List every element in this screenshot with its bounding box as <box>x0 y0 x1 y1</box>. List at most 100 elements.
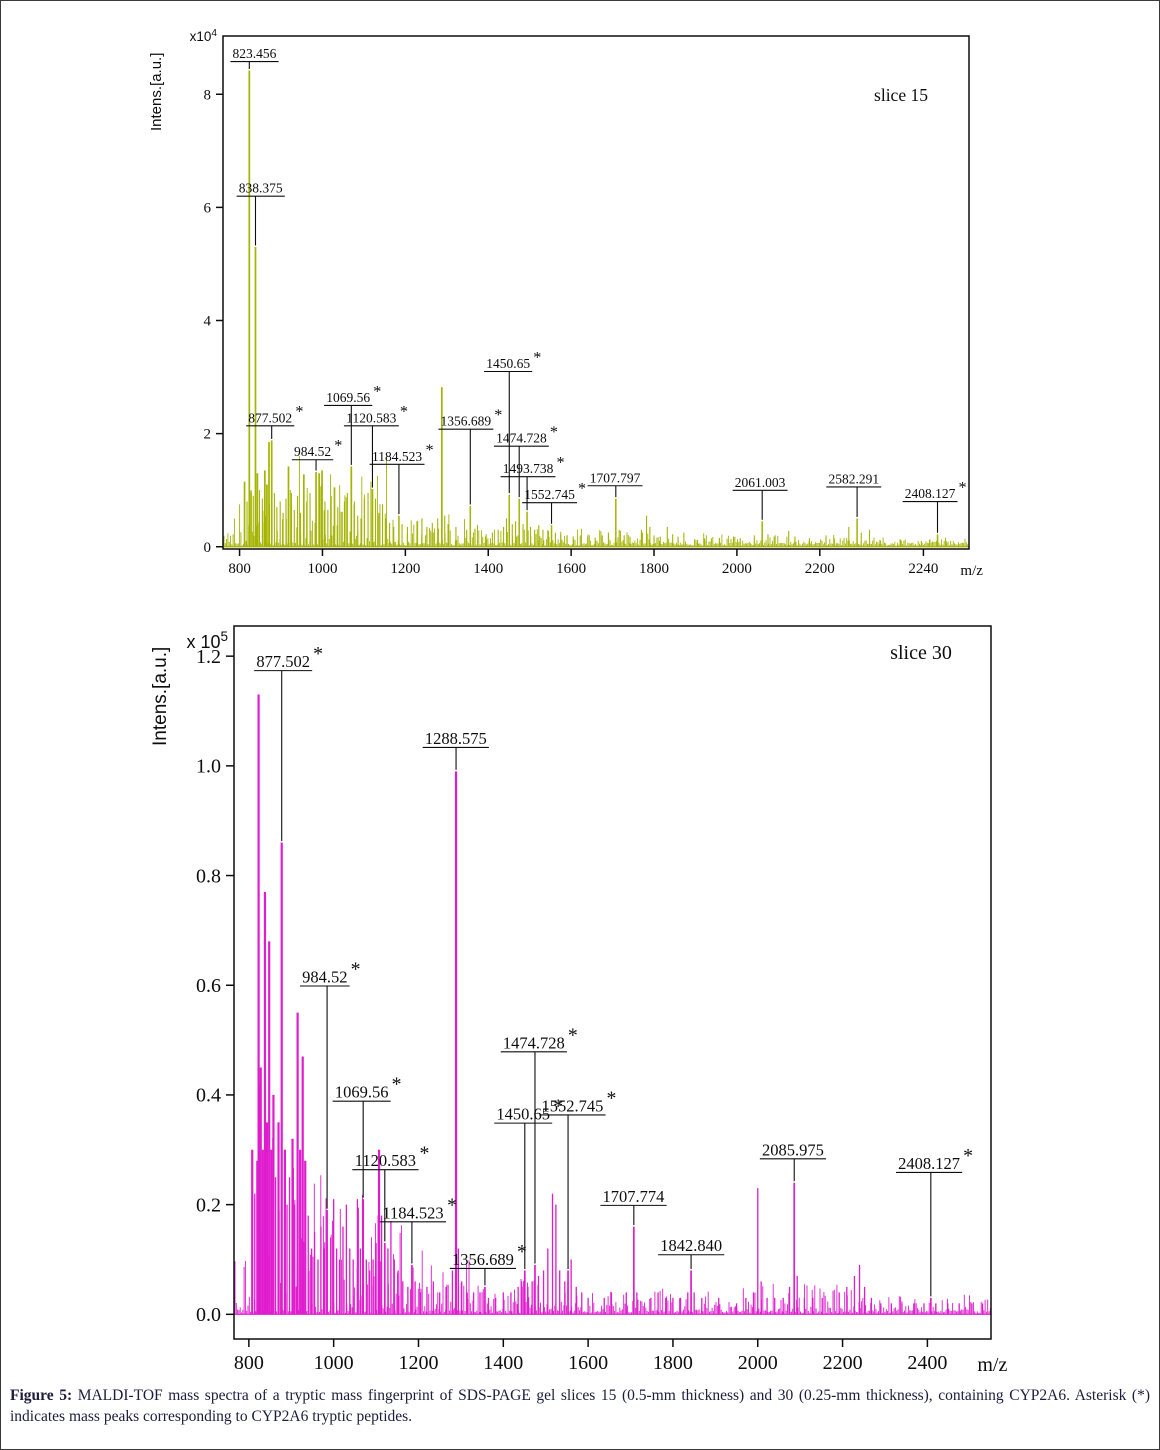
peak-annotation: 1474.728 * <box>493 423 558 498</box>
peak-annotation: 1450.65 * <box>484 348 541 494</box>
y-tick-label: 0 <box>204 540 212 556</box>
x-axis-label: m/z <box>977 1354 1007 1376</box>
peak-annotation: 2061.003 <box>732 475 788 520</box>
cyp2a6-peptide-asterisk: * <box>295 403 303 421</box>
y-axis-label: Intens.[a.u.] <box>148 53 165 131</box>
y-tick-label: 4 <box>204 314 212 330</box>
x-tick-label: 800 <box>228 561 251 577</box>
cyp2a6-peptide-asterisk: * <box>607 1087 617 1109</box>
peak-label: 984.52 <box>294 444 331 459</box>
peak-annotation: 877.502 * <box>246 403 303 439</box>
peak-label: 2061.003 <box>735 475 786 490</box>
peak-annotation: 877.502 * <box>254 643 323 842</box>
cyp2a6-peptide-asterisk: * <box>313 643 323 665</box>
peak-label: 1120.583 <box>355 1151 416 1170</box>
y-tick-label: 0.8 <box>196 865 221 887</box>
peak-label: 2408.127 <box>905 486 956 501</box>
x-axis: 800 1000 1200 1400 1600 1800 2000 2200 2400 m/z <box>234 1339 1007 1376</box>
peak-label: 2085.975 <box>762 1140 824 1159</box>
x-tick-label: 1600 <box>556 561 586 577</box>
peak-label: 838.375 <box>239 181 283 196</box>
peak-annotation: 1184.523 * <box>369 441 434 515</box>
peak-annotation: 1120.583 * <box>343 403 408 488</box>
figure-caption-text: MALDI-TOF mass spectra of a tryptic mass… <box>10 1387 1151 1426</box>
y-tick-label: 6 <box>204 200 212 216</box>
peak-annotation: 1474.728 * <box>500 1024 578 1264</box>
cyp2a6-peptide-asterisk: * <box>568 1024 578 1046</box>
peak-label: 823.456 <box>233 46 277 61</box>
y-tick-label: 1.0 <box>196 756 221 778</box>
peak-annotation: 2085.975 <box>759 1140 827 1182</box>
y-tick-label: 2 <box>204 427 212 443</box>
peak-annotation: 1493.738 * <box>500 454 565 511</box>
peak-annotation: 984.52 * <box>291 437 342 471</box>
peak-annotation: 823.456 <box>230 46 279 70</box>
peak-annotation: 1842.840 <box>658 1236 725 1269</box>
x-tick-label: 2000 <box>722 561 752 577</box>
spectrum-slice-30: 800 1000 1200 1400 1600 1800 2000 2200 2400 m/z 0.… <box>150 625 1007 1376</box>
x-tick-label: 1400 <box>483 1352 523 1374</box>
peak-annotation: 1069.56 * <box>332 1074 402 1198</box>
x-tick-label: 2200 <box>823 1352 863 1374</box>
x-tick-label: 1600 <box>568 1352 608 1374</box>
peak-annotation: 1356.689 * <box>438 406 502 505</box>
peak-label: 1450.65 <box>496 1105 550 1124</box>
x-tick-label: 1000 <box>307 561 337 577</box>
minor-peaks <box>251 694 984 1315</box>
x-tick-label: 2000 <box>738 1352 778 1374</box>
cyp2a6-peptide-asterisk: * <box>426 441 434 459</box>
cyp2a6-peptide-asterisk: * <box>556 454 564 472</box>
peak-annotation: 838.375 <box>236 181 285 246</box>
peak-annotation: 984.52 * <box>299 959 360 1209</box>
figure-caption-label: Figure 5: <box>10 1387 73 1404</box>
peak-annotation: 2408.127 * <box>902 478 967 533</box>
cyp2a6-peptide-asterisk: * <box>517 1241 527 1263</box>
peak-label: 1842.840 <box>660 1236 722 1255</box>
peak-annotation: 1288.575 <box>422 729 489 770</box>
peak-annotation: 1552.745 * <box>522 480 586 524</box>
peak-annotation: 1356.689 * <box>449 1241 527 1286</box>
plot-border <box>233 625 992 1340</box>
peak-annotation: 1069.56 * <box>324 382 381 465</box>
cyp2a6-peptide-asterisk: * <box>420 1142 430 1164</box>
y-axis-label: Intens.[a.u.] <box>150 647 171 746</box>
cyp2a6-peptide-asterisk: * <box>550 423 558 441</box>
peak-annotation: 2408.127 * <box>895 1145 973 1297</box>
y-scale-label: x 105 <box>186 629 228 652</box>
peak-label: 1493.738 <box>503 461 554 476</box>
spectrum-slice-15: 800 1000 1200 1400 1600 1800 2000 2200 2240 m/z 0 2… <box>148 28 983 579</box>
peak-label: 1707.797 <box>590 470 641 485</box>
chart-title: slice 15 <box>874 85 928 105</box>
peak-label: 877.502 <box>248 410 292 425</box>
peak-label: 1474.728 <box>503 1033 565 1052</box>
peak-annotation: 1707.774 <box>600 1187 667 1226</box>
y-scale-label: x104 <box>190 28 218 44</box>
peak-label: 1069.56 <box>335 1083 389 1102</box>
peak-label: 877.502 <box>256 652 310 671</box>
figure-caption: Figure 5: MALDI-TOF mass spectra of a tr… <box>10 1385 1150 1428</box>
cyp2a6-peptide-asterisk: * <box>334 437 342 455</box>
peak-annotation: 1707.797 <box>587 470 643 498</box>
cyp2a6-peptide-asterisk: * <box>392 1074 402 1096</box>
x-tick-label: 2400 <box>907 1352 947 1374</box>
labeled-peaks <box>248 70 939 547</box>
cyp2a6-peptide-asterisk: * <box>447 1194 457 1216</box>
y-axis: 0.0 0.2 0.4 0.6 0.8 1.0 1.2 <box>196 646 234 1326</box>
peak-annotation: 2582.291 <box>826 471 882 517</box>
peak-label: 1069.56 <box>326 390 370 405</box>
minor-peaks <box>243 387 947 547</box>
plot-border <box>222 35 970 550</box>
peak-label: 1356.689 <box>452 1250 514 1269</box>
peak-label: 1288.575 <box>425 729 487 748</box>
y-tick-label: 1.2 <box>196 646 221 668</box>
peak-annotation: 1450.65 * <box>494 1096 563 1269</box>
peak-label: 1450.65 <box>486 356 530 371</box>
x-tick-label: 1800 <box>639 561 669 577</box>
cyp2a6-peptide-asterisk: * <box>494 406 502 424</box>
y-tick-label: 0.4 <box>196 1085 221 1107</box>
y-tick-label: 8 <box>204 87 212 103</box>
cyp2a6-peptide-asterisk: * <box>963 1145 973 1167</box>
cyp2a6-peptide-asterisk: * <box>533 348 541 366</box>
